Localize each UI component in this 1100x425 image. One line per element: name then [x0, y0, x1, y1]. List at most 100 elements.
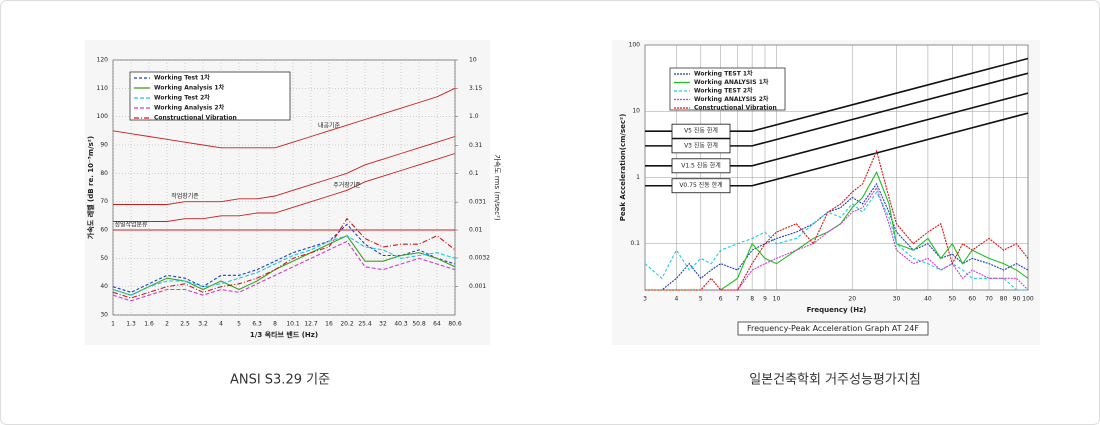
x-axis-label: 1/3 옥타브 밴드 (Hz)	[250, 330, 318, 339]
x-tick-label: 90	[1013, 296, 1021, 303]
series-line	[112, 223, 456, 293]
x-tick-label: 20	[848, 296, 856, 303]
x-tick-label: 5	[237, 321, 241, 328]
x-tick-label: 2.5	[180, 321, 190, 328]
criterion-box	[671, 123, 731, 139]
x-tick-label: 50	[948, 296, 956, 303]
y-tick-label: 80	[100, 170, 108, 177]
x-tick-label: 16	[325, 321, 333, 328]
x-tick-label: 32	[379, 321, 387, 328]
x-tick-label: 8	[273, 321, 277, 328]
criterion-line	[112, 87, 456, 149]
series-line	[645, 186, 1029, 291]
legend-label: Constructional Vibration	[694, 105, 777, 112]
x-tick-label: 40	[924, 296, 932, 303]
x-tick-label: 1.6	[144, 321, 154, 328]
y-tick-label: 40	[100, 283, 108, 290]
x-tick-label: 3.2	[198, 321, 208, 328]
series-line	[645, 182, 1029, 291]
y-tick-label: 70	[100, 198, 108, 205]
legend	[669, 67, 786, 111]
x-tick-label: 25.4	[358, 321, 372, 328]
criterion-label: V0.75 진동 한계	[679, 181, 722, 189]
x-tick-label: 50.8	[412, 321, 426, 328]
caption: 일본건축학회 거주성능평가지침	[749, 373, 921, 388]
x-tick-label: 10	[773, 296, 781, 303]
legend-label: Working Test 2차	[154, 94, 210, 102]
x-tick-label: 8	[750, 296, 754, 303]
x-tick-label: 40.3	[394, 321, 408, 328]
x-tick-label: 6.3	[252, 321, 262, 328]
y-tick-label: 1	[636, 174, 640, 181]
x-tick-label: 5	[699, 296, 703, 303]
chart-title: Frequency-Peak Acceleration Graph AT 24F	[747, 324, 919, 333]
legend-label: Working ANALYSIS 2차	[694, 95, 769, 103]
x-tick-label: 1	[111, 321, 115, 328]
title-box	[737, 321, 929, 336]
legend	[129, 71, 291, 121]
y2-tick-label: 3.15	[469, 85, 483, 92]
x-tick-label: 4	[675, 296, 679, 303]
criterion-label: 내공기준	[318, 121, 341, 129]
y-tick-label: 50	[100, 255, 108, 262]
series-line	[112, 217, 456, 299]
legend-label: Working Analysis 1차	[154, 84, 225, 92]
legend-label: Working Analysis 2차	[154, 104, 225, 112]
y-tick-label: 110	[97, 85, 109, 92]
y2-tick-label: 0.01	[469, 226, 483, 233]
y2-axis-label: 가속도 rms (m/sec²)	[493, 154, 502, 221]
x-tick-label: 7	[736, 296, 740, 303]
caption: ANSI S3.29 기준	[230, 373, 330, 388]
x-tick-label: 6	[719, 296, 723, 303]
criterion-label: 주거장기준	[333, 181, 361, 189]
x-tick-label: 80.6	[448, 321, 462, 328]
x-tick-label: 2	[165, 321, 169, 328]
x-tick-label: 9	[763, 296, 767, 303]
x-tick-label: 80	[1000, 296, 1008, 303]
y-tick-label: 30	[100, 312, 108, 319]
series-line	[644, 191, 1028, 291]
criterion-label: V1.5 진동 한계	[681, 161, 721, 169]
series-line	[112, 240, 456, 302]
y2-tick-label: 0.1	[469, 170, 479, 177]
y-axis-label: Peak Acceleration(cm/sec²)	[619, 114, 627, 222]
y-tick-label: 90	[100, 142, 108, 149]
x-tick-label: 70	[985, 296, 993, 303]
criterion-label: 정밀작업분류	[114, 221, 148, 229]
y-axis-label: 가속도 레벨 (dB re. 10⁻⁵m/s²)	[86, 136, 95, 239]
legend-label: Working TEST 1차	[694, 70, 753, 78]
criterion-box	[671, 138, 731, 154]
y-tick-label: 60	[100, 227, 108, 234]
x-tick-label: 60	[968, 296, 976, 303]
x-tick-label: 20.2	[340, 321, 354, 328]
x-tick-label: 4	[219, 321, 223, 328]
y2-tick-label: 1.0	[469, 113, 479, 120]
x-tick-label: 64	[433, 321, 441, 328]
x-tick-label: 100	[1022, 296, 1034, 303]
x-tick-label: 1.3	[126, 321, 136, 328]
y-tick-label: 120	[97, 57, 109, 64]
criterion-label: V3 진동 한계	[684, 141, 718, 149]
legend-label: Working ANALYSIS 1차	[694, 78, 769, 86]
y2-tick-label: 0.031	[469, 199, 486, 206]
x-tick-label: 12.7	[304, 321, 318, 328]
y-tick-label: 10	[632, 108, 640, 115]
criterion-line	[113, 153, 456, 222]
x-tick-label: 10.1	[286, 321, 300, 328]
y2-tick-label: 0.0032	[469, 255, 490, 262]
x-tick-label: 30	[893, 296, 901, 303]
y2-tick-label: 0.31	[469, 142, 483, 149]
series-line	[645, 149, 1029, 291]
legend-label: Constructional Vibration	[154, 115, 237, 122]
y2-tick-label: 0.001	[469, 283, 486, 290]
x-tick-label: 3	[643, 296, 647, 303]
legend-label: Working TEST 2차	[694, 87, 753, 95]
criterion-box	[671, 158, 731, 174]
criterion-label: 작업장기준	[171, 192, 199, 200]
criterion-label: V5 진동 한계	[684, 127, 718, 135]
y-tick-label: 100	[629, 42, 641, 49]
y-tick-label: 0.1	[630, 240, 640, 247]
legend-label: Working Test 1차	[154, 74, 210, 82]
y2-tick-label: 10	[469, 57, 477, 64]
